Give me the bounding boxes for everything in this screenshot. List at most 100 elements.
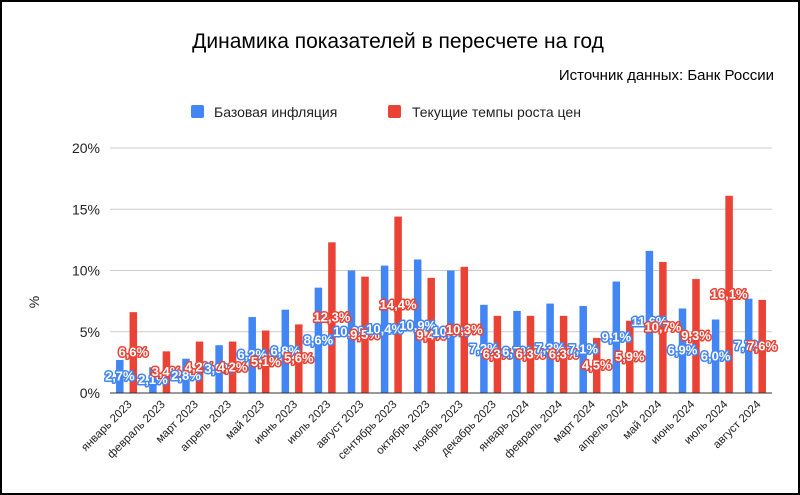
data-label-current-price-growth: 16,1% bbox=[711, 286, 748, 301]
bar-base-inflation bbox=[513, 310, 521, 393]
data-label-current-price-growth: 5,9% bbox=[615, 349, 645, 364]
bar-current-price-growth bbox=[592, 337, 601, 393]
bar-current-price-growth bbox=[659, 261, 667, 393]
data-labels: 2,7%6,6%2,1%3,4%2,8%4,2%3,9%4,2%6,2%5,1%… bbox=[103, 285, 778, 389]
data-label-current-price-growth: 12,3% bbox=[313, 310, 350, 325]
bar-base-inflation bbox=[380, 265, 389, 393]
bar-base-inflation bbox=[281, 309, 290, 393]
bar-base-inflation bbox=[215, 345, 223, 393]
data-label-base-inflation: 10,0% bbox=[432, 324, 469, 339]
bar-current-price-growth bbox=[526, 315, 535, 393]
data-label-base-inflation: 6,2% bbox=[237, 347, 267, 362]
data-label-base-inflation: 6,9% bbox=[668, 343, 698, 358]
bar-base-inflation bbox=[546, 303, 554, 393]
data-label-current-price-growth: 6,3% bbox=[549, 346, 579, 361]
data-label-base-inflation: 10,0% bbox=[333, 324, 370, 339]
bar-base-inflation bbox=[314, 287, 323, 393]
y-axis-ticks: 0% 5% 10% 15% 20% bbox=[72, 140, 100, 401]
data-label-current-price-growth: 6,3% bbox=[483, 346, 513, 361]
bars bbox=[116, 195, 766, 393]
data-label-base-inflation: 11,6% bbox=[631, 314, 668, 329]
bar-base-inflation bbox=[744, 298, 753, 393]
data-label-current-price-growth: 9,4% bbox=[416, 327, 446, 342]
data-label-base-inflation: 2,8% bbox=[171, 368, 201, 383]
bar-base-inflation bbox=[678, 308, 687, 393]
bar-current-price-growth bbox=[328, 242, 336, 393]
bar-base-inflation bbox=[413, 259, 422, 393]
data-label-current-price-growth: 4,2% bbox=[185, 359, 215, 374]
data-label-base-inflation: 6,7% bbox=[502, 344, 532, 359]
data-label-current-price-growth: 6,3% bbox=[516, 346, 546, 361]
data-label-base-inflation: 7,3% bbox=[535, 340, 565, 355]
data-label-current-price-growth: 9,5% bbox=[350, 327, 380, 342]
bar-base-inflation bbox=[612, 281, 621, 393]
bar-current-price-growth bbox=[493, 315, 502, 393]
data-label-current-price-growth: 5,1% bbox=[251, 354, 281, 369]
data-label-base-inflation: 10,9% bbox=[399, 318, 436, 333]
data-label-current-price-growth: 6,6% bbox=[118, 345, 148, 360]
data-label-base-inflation: 6,0% bbox=[701, 348, 731, 363]
y-tick-label: 5% bbox=[80, 324, 100, 340]
bar-base-inflation bbox=[711, 319, 720, 393]
bar-base-inflation bbox=[480, 304, 488, 393]
bar-base-inflation bbox=[116, 359, 124, 393]
bar-current-price-growth bbox=[195, 341, 204, 393]
bar-current-price-growth bbox=[692, 279, 700, 393]
data-label-base-inflation: 6,8% bbox=[270, 343, 300, 358]
x-tick-label: сентябрь 2023 bbox=[336, 399, 399, 462]
bar-base-inflation bbox=[579, 306, 587, 393]
data-label-current-price-growth: 10,3% bbox=[446, 322, 483, 337]
x-tick-label: февраль 2023 bbox=[105, 399, 167, 461]
y-tick-label: 20% bbox=[72, 140, 100, 156]
bar-base-inflation bbox=[149, 367, 157, 393]
y-tick-label: 10% bbox=[72, 263, 100, 279]
bar-base-inflation bbox=[447, 270, 455, 393]
bar-current-price-growth bbox=[559, 315, 568, 393]
bar-current-price-growth bbox=[427, 277, 435, 393]
data-label-base-inflation: 9,1% bbox=[601, 329, 631, 344]
chart-subtitle: Источник данных: Банк России bbox=[559, 67, 774, 84]
data-label-current-price-growth: 5,6% bbox=[284, 351, 314, 366]
legend-swatch-current-price-growth bbox=[388, 105, 401, 118]
bar-current-price-growth bbox=[162, 351, 171, 393]
data-label-current-price-growth: 3,4% bbox=[152, 364, 182, 379]
bar-current-price-growth bbox=[626, 320, 634, 393]
x-tick-label: февраль 2024 bbox=[503, 398, 566, 461]
data-label-current-price-growth: 7,6% bbox=[747, 338, 777, 353]
legend-label-base-inflation: Базовая инфляция bbox=[214, 104, 337, 120]
bar-base-inflation bbox=[645, 250, 654, 393]
bar-current-price-growth bbox=[394, 216, 402, 393]
bar-base-inflation bbox=[248, 317, 256, 393]
data-label-base-inflation: 2,7% bbox=[105, 368, 135, 383]
data-label-base-inflation: 2,1% bbox=[138, 372, 168, 387]
bar-current-price-growth bbox=[261, 330, 270, 393]
data-label-base-inflation: 10,4% bbox=[366, 321, 403, 336]
data-label-base-inflation: 7,1% bbox=[568, 342, 598, 357]
data-label-current-price-growth: 9,3% bbox=[681, 328, 711, 343]
bar-base-inflation bbox=[347, 270, 356, 393]
y-tick-label: 15% bbox=[72, 201, 100, 217]
chart-title: Динамика показателей в пересчете на год bbox=[192, 30, 604, 53]
data-label-base-inflation: 7,7% bbox=[734, 338, 764, 353]
bar-current-price-growth bbox=[725, 195, 733, 393]
data-label-base-inflation: 8,6% bbox=[304, 332, 334, 347]
data-label-current-price-growth: 4,2% bbox=[218, 359, 248, 374]
legend[interactable]: Базовая инфляция Текущие темпы роста цен bbox=[191, 104, 581, 120]
data-label-base-inflation: 7,2% bbox=[469, 341, 499, 356]
gridlines bbox=[110, 147, 772, 333]
bar-current-price-growth bbox=[295, 324, 303, 393]
bar-current-price-growth bbox=[129, 312, 138, 393]
bar-current-price-growth bbox=[361, 276, 369, 393]
data-label-current-price-growth: 4,5% bbox=[582, 357, 612, 372]
bar-current-price-growth bbox=[460, 266, 469, 393]
data-label-current-price-growth: 10,7% bbox=[644, 319, 681, 334]
legend-label-current-price-growth: Текущие темпы роста цен bbox=[412, 104, 581, 120]
bar-current-price-growth bbox=[228, 341, 237, 393]
data-label-current-price-growth: 14,4% bbox=[380, 297, 417, 312]
data-label-base-inflation: 3,9% bbox=[204, 361, 234, 376]
bar-base-inflation bbox=[182, 358, 190, 393]
bar-current-price-growth bbox=[758, 299, 766, 393]
